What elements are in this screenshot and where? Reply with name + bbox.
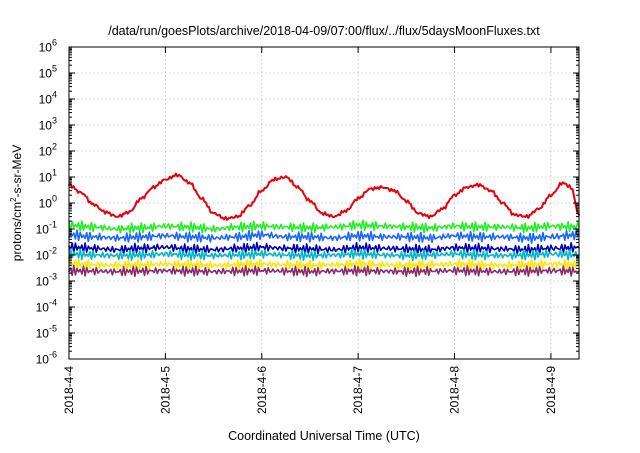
- y-tick-exponent: 1: [52, 168, 57, 178]
- series-line-4: [68, 241, 580, 256]
- plot-frame: [68, 46, 580, 360]
- series-layer: [68, 172, 580, 278]
- x-axis-label: Coordinated Universal Time (UTC): [228, 429, 420, 443]
- y-tick-labels: 10-610-510-410-310-210-11001011021031041…: [36, 38, 57, 367]
- y-tick-label: 101: [39, 168, 57, 185]
- x-tick-label: 2018-4-9: [544, 366, 558, 414]
- y-tick-base: 10: [39, 171, 53, 185]
- y-tick-label: 10-6: [36, 350, 57, 367]
- y-tick-base: 10: [36, 301, 50, 315]
- y-tick-exponent: -2: [49, 246, 57, 256]
- series-line-5: [68, 248, 580, 262]
- y-tick-exponent: 3: [52, 116, 57, 126]
- y-tick-base: 10: [36, 223, 50, 237]
- y-tick-base: 10: [39, 197, 53, 211]
- y-tick-exponent: -1: [49, 220, 57, 230]
- y-axis-label: protons/cm2-s-sr-MeV: [9, 145, 24, 261]
- y-tick-label: 10-4: [36, 298, 57, 315]
- y-axis-label-superscript: 2: [9, 197, 18, 202]
- y-tick-exponent: 2: [52, 142, 57, 152]
- y-tick-base: 10: [36, 249, 50, 263]
- y-tick-base: 10: [36, 275, 50, 289]
- x-tick-labels: 2018-4-4 2018-4-5 2018-4-6 2018-4-7 2018-4-8…: [62, 366, 558, 414]
- y-tick-label: 10-5: [36, 324, 57, 341]
- y-axis-label-part-3: -s-sr-MeV: [10, 145, 24, 198]
- y-tick-exponent: -4: [49, 298, 57, 308]
- y-axis-label-part-1: protons/cm: [10, 202, 24, 261]
- y-tick-exponent: 5: [52, 64, 57, 74]
- y-tick-label: 10-1: [36, 220, 57, 237]
- series-line-1: [68, 172, 580, 221]
- x-tick-label: 2018-4-7: [351, 366, 365, 414]
- y-tick-exponent: -3: [49, 272, 57, 282]
- y-tick-base: 10: [39, 93, 53, 107]
- x-tick-label: 2018-4-4: [62, 366, 76, 414]
- y-tick-base: 10: [36, 353, 50, 367]
- series-line-2: [68, 219, 580, 234]
- chart-title: /data/run/goesPlots/archive/2018-04-09/0…: [108, 24, 540, 38]
- series-line-6: [68, 258, 580, 271]
- x-tick-label: 2018-4-6: [255, 366, 269, 414]
- y-tick-exponent: 0: [52, 194, 57, 204]
- y-tick-base: 10: [39, 67, 53, 81]
- x-tick-label: 2018-4-8: [448, 366, 462, 414]
- y-tick-base: 10: [39, 145, 53, 159]
- series-line-7: [68, 264, 580, 278]
- y-tick-base: 10: [39, 119, 53, 133]
- y-tick-base: 10: [36, 327, 50, 341]
- y-tick-label: 106: [39, 38, 57, 55]
- y-tick-label: 100: [39, 194, 57, 211]
- y-tick-label: 10-3: [36, 272, 57, 289]
- y-tick-base: 10: [39, 41, 53, 55]
- y-tick-label: 10-2: [36, 246, 57, 263]
- y-tick-label: 104: [39, 90, 57, 107]
- y-tick-label: 105: [39, 64, 57, 81]
- y-tick-label: 103: [39, 116, 57, 133]
- series-line-3: [68, 229, 580, 244]
- y-tick-exponent: 6: [52, 38, 57, 48]
- y-tick-exponent: -6: [49, 350, 57, 360]
- x-tick-label: 2018-4-5: [158, 366, 172, 414]
- y-tick-exponent: 4: [52, 90, 57, 100]
- y-tick-label: 102: [39, 142, 57, 159]
- y-tick-exponent: -5: [49, 324, 57, 334]
